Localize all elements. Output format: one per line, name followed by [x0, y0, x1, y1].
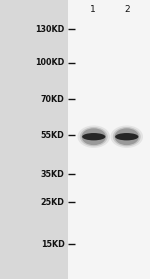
FancyBboxPatch shape	[68, 0, 150, 279]
Ellipse shape	[113, 127, 141, 146]
Text: 130KD: 130KD	[35, 25, 64, 34]
Ellipse shape	[77, 126, 110, 148]
Text: 2: 2	[124, 5, 130, 14]
Ellipse shape	[115, 133, 138, 140]
Ellipse shape	[115, 128, 139, 145]
Text: 55KD: 55KD	[41, 131, 64, 140]
Text: 15KD: 15KD	[41, 240, 64, 249]
Text: 1: 1	[90, 5, 96, 14]
Text: 70KD: 70KD	[41, 95, 64, 104]
Ellipse shape	[82, 128, 106, 145]
Ellipse shape	[82, 133, 105, 140]
Ellipse shape	[80, 127, 108, 146]
Text: 100KD: 100KD	[35, 58, 64, 67]
Ellipse shape	[110, 126, 143, 148]
Text: 25KD: 25KD	[41, 198, 64, 207]
Text: 35KD: 35KD	[41, 170, 64, 179]
